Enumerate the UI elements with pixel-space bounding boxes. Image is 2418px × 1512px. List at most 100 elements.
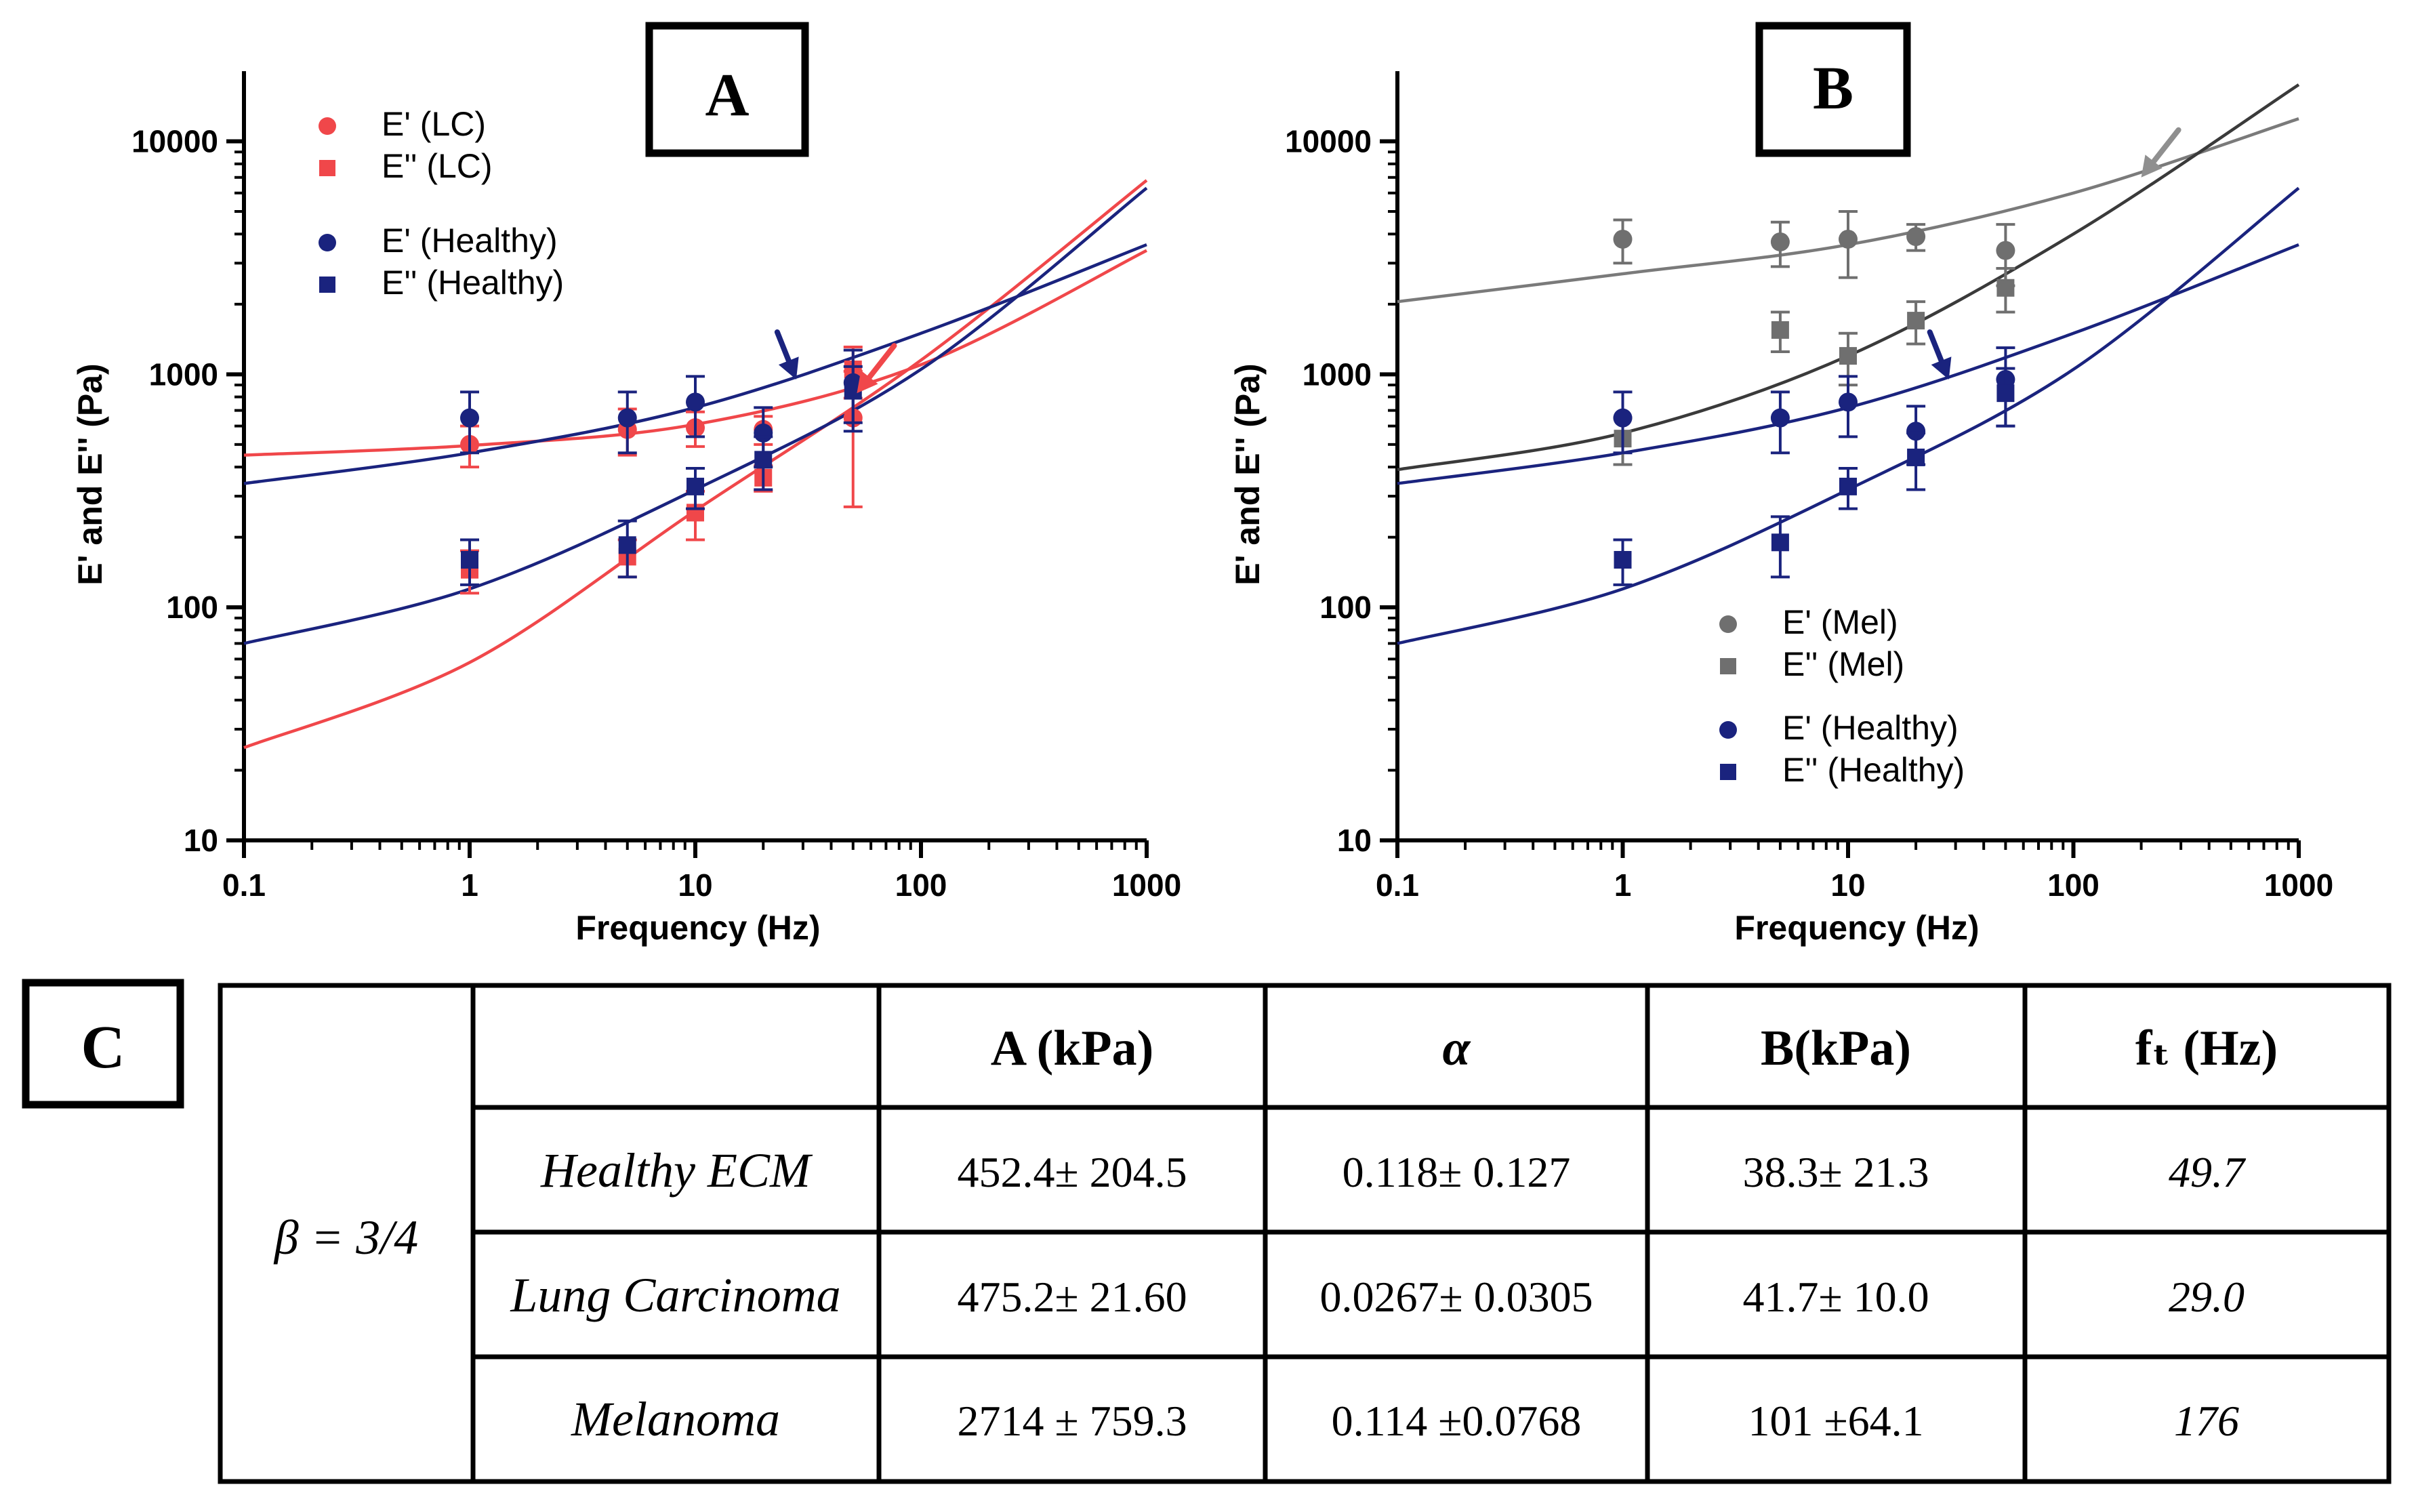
data-point-circle [1906,422,1926,441]
data-point-circle [1839,392,1858,412]
table-cell: 49.7 [2169,1148,2247,1196]
data-point-circle [1996,241,2015,260]
arrow-shaft [774,329,792,364]
data-point-square [1839,347,1857,365]
panel-a-legend: E' (LC) E'' (LC) E' (Healthy) E'' (Healthy) [319,105,564,302]
legend-label: E' (Mel) [1782,603,1898,641]
x-tick-label: 0.1 [222,867,266,903]
panel-c-letter: C [81,1014,125,1081]
arrow-shaft [866,343,897,380]
table-cell: 41.7± 10.0 [1742,1273,1929,1321]
data-point-square [1996,279,2015,297]
panel-b-xlabel: Frequency (Hz) [1734,909,1979,947]
fit-curve [243,179,1148,750]
arrow-head [1931,356,1952,380]
x-tick-label: 1 [1614,867,1632,903]
x-tick-label: 100 [895,867,947,903]
panel-a-fit-curves [243,179,1148,750]
panel-a-xlabel: Frequency (Hz) [575,909,820,947]
table-cell: 176 [2174,1397,2239,1445]
table-row-label: Melanoma [571,1392,780,1446]
x-tick-label: 1000 [1112,867,1181,903]
table-cell: 0.118± 0.127 [1343,1148,1571,1196]
table-cell: 0.114 ±0.0768 [1332,1397,1582,1445]
y-tick-label: 10000 [131,124,218,159]
table-header-alpha: α [1443,1021,1471,1076]
table-cell: 2714 ± 759.3 [957,1397,1187,1445]
table-header-b: B(kPa) [1761,1021,1911,1076]
data-point-square [1614,550,1632,569]
arrow-shaft [2151,127,2181,165]
panel-b-axes: 0.1 1 10 100 1000 10 100 1000 10000 [1285,71,2333,903]
data-point-circle [1839,229,1858,249]
y-tick-label: 10000 [1285,124,1372,159]
panel-a-arrows [774,329,897,394]
legend-label: E'' (Healthy) [382,264,564,302]
y-tick-label: 100 [1319,590,1372,625]
panel-b-arrows [1927,127,2181,380]
data-point-square [1907,312,1925,330]
data-point-square [1771,533,1789,552]
legend-marker-circle [319,117,336,135]
x-tick-label: 1000 [2264,867,2333,903]
legend-label: E'' (Healthy) [1782,751,1965,789]
legend-marker-square [319,160,335,176]
y-tick-label: 1000 [149,356,218,392]
data-point-circle [1770,408,1790,428]
table-row-group-label: β = 3/4 [273,1210,418,1265]
table-header-a: A (kPa) [991,1021,1154,1076]
panel-a-axes: 0.1 1 10 100 1000 10 100 1000 10000 [131,71,1181,903]
panel-b-ylabel: E' and E'' (Pa) [1229,363,1267,585]
table-grid [218,983,2392,1484]
data-point-square [1771,321,1789,339]
legend-marker-square [1720,764,1736,780]
arrow-head [778,356,799,380]
table-row-label: Healthy ECM [540,1143,813,1198]
table-cell: 38.3± 21.3 [1742,1148,1929,1196]
panel-b-legend: E' (Mel) E'' (Mel) E' (Healthy) E'' (Health… [1719,603,1965,789]
panel-b-chart: 0.1 1 10 100 1000 10 100 1000 10000 E' (Mel) E'' … [1229,22,2333,947]
legend-label: E' (LC) [382,105,486,143]
data-point-circle [617,408,637,428]
data-point-circle [686,392,705,412]
data-point-circle [1770,232,1790,251]
data-point-square [461,550,478,569]
y-tick-label: 100 [166,590,218,625]
arrow-head [2141,155,2163,178]
panel-a-letter-box [645,22,809,157]
panel-c-letter-box [22,979,184,1109]
table-cell: 475.2± 21.60 [957,1273,1187,1321]
legend-marker-circle [1719,615,1737,633]
legend-label: E'' (LC) [382,147,493,185]
y-tick-label: 10 [1337,823,1372,858]
y-tick-label: 1000 [1303,356,1372,392]
legend-label: E'' (Mel) [1782,645,1904,683]
legend-marker-circle [319,234,336,251]
x-tick-label: 10 [1830,867,1865,903]
table-row-label: Lung Carcinoma [510,1268,840,1322]
arrow-head [857,370,878,394]
data-point-square [1839,477,1857,495]
x-tick-label: 100 [2047,867,2099,903]
panel-b-data-points [1613,210,2015,586]
data-point-circle [1906,227,1926,247]
x-tick-label: 10 [678,867,712,903]
data-point-square [687,477,704,495]
panel-b-letter-box [1755,22,1911,157]
x-tick-label: 1 [461,867,478,903]
table-cell: 452.4± 204.5 [957,1148,1187,1196]
legend-label: E' (Healthy) [382,222,558,260]
y-tick-label: 10 [184,823,218,858]
legend-marker-square [1720,658,1736,674]
data-point-square [1907,448,1925,466]
data-point-square [618,536,636,554]
panel-b-letter: B [1813,55,1853,122]
x-tick-label: 0.1 [1376,867,1419,903]
table-cell: 101 ±64.1 [1748,1397,1923,1445]
legend-marker-circle [1719,721,1737,739]
panel-a-letter: A [705,62,750,129]
table-cell: 0.0267± 0.0305 [1319,1273,1593,1321]
data-point-square [1996,384,2015,403]
arrow-shaft [1927,329,1944,364]
